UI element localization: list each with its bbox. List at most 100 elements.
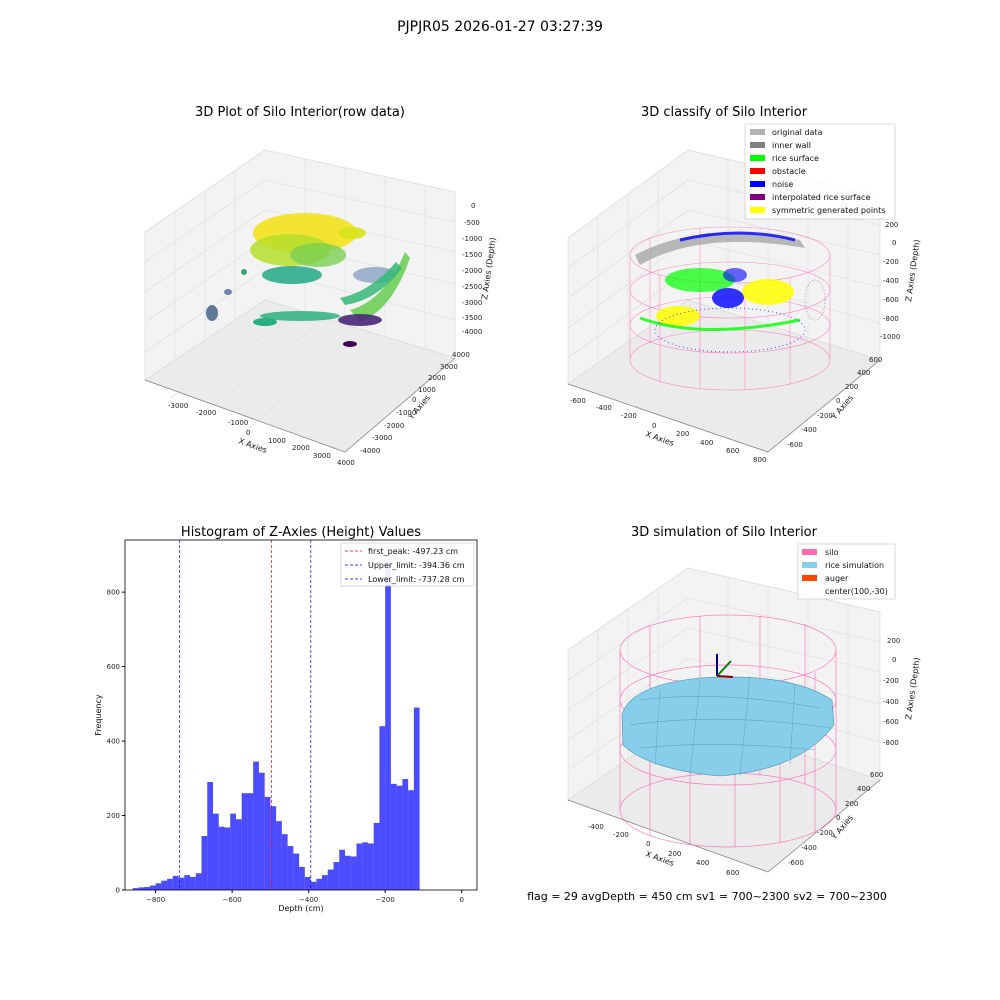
histogram-legend: first_peak: -497.23 cm Upper_limit: -394… [340,542,475,587]
histogram-bar [322,875,328,890]
histogram-y-tick-label: 400 [107,738,120,746]
raw-y-tick: -4000 [360,447,380,455]
raw-x-tick: 1000 [268,437,286,445]
classify-y-tick: -400 [801,426,817,434]
sim-z-tick: -400 [883,698,899,706]
histogram-x-tick-label: −200 [376,896,395,904]
histogram-y-ticks: 0 200 400 600 800 [107,589,125,895]
raw-z-tick: -2000 [462,267,482,275]
histogram-y-label: Frequency [94,694,103,736]
legend-swatch-rice [802,562,817,568]
legend-entry: interpolated rice surface [772,193,870,202]
raw-z-tick: -3000 [462,299,482,307]
histogram-bar [270,806,277,890]
histogram-y-tick-label: 0 [116,887,120,895]
raw-z-ticks: 0 -500 -1000 -1500 -2000 -2500 -3000 -35… [462,202,482,336]
histogram-bar [281,834,288,890]
histogram-bar [172,875,179,890]
legend-entry-lower-limit: Lower_limit: -737.28 cm [368,575,465,584]
legend-swatch-noise [750,181,765,187]
legend-entry: auger [825,574,849,583]
classify-x-tick: -200 [621,412,637,420]
classify-y-tick: 600 [869,356,882,364]
histogram-bar [190,876,196,890]
classify-z-tick: -1000 [880,333,900,341]
classify-x-tick: 0 [652,422,656,430]
histogram-bar [167,878,173,890]
simulation-z-label: Z Axies (Depth) [904,657,922,720]
histogram-bar [253,761,259,890]
sim-x-tick: -200 [613,831,629,839]
classify-z-ticks: 200 0 -200 -400 -600 -800 -1000 [880,221,900,341]
raw-y-tick: 3000 [440,363,458,371]
sim-z-tick: 200 [887,637,900,645]
histogram-y-tick-label: 600 [107,663,120,671]
raw-y-tick: -3000 [372,434,392,442]
raw-y-tick: -1000 [396,409,416,417]
raw-x-tick: 4000 [337,459,355,467]
histogram-bar [327,869,334,890]
histogram-bar [413,707,420,890]
raw-3d-panel: 3D Plot of Silo Interior(row data) [144,105,498,467]
histogram-bar [264,796,271,890]
sim-z-tick: -800 [883,739,899,747]
classify-x-tick: -400 [596,404,612,412]
histogram-y-tick-label: 200 [107,812,120,820]
histogram-bar [241,793,248,890]
sim-y-tick: -200 [817,829,833,837]
histogram-bar [299,866,305,890]
classify-x-tick: 800 [753,456,766,464]
classify-3d-panel: 3D classify of Silo Interior [567,105,922,464]
raw-y-tick: 2000 [428,374,446,382]
histogram-bar [367,843,374,890]
raw-y-tick: -2000 [384,422,404,430]
histogram-bar [178,877,185,890]
sim-x-tick: -400 [588,823,604,831]
classify-x-tick: 400 [700,439,713,447]
raw-z-tick: -3500 [462,314,482,322]
histogram-x-ticks: −800 −600 −400 −200 0 [146,890,464,904]
histogram-bar [333,862,340,890]
histogram-bar [138,887,145,890]
legend-entry: silo [825,548,839,557]
raw-x-tick: 0 [246,429,250,437]
raw-panel-title: 3D Plot of Silo Interior(row data) [195,105,405,120]
legend-swatch-auger [802,575,817,581]
simulation-y-ticks: -600 -400 -200 0 200 400 600 [788,771,883,867]
classify-legend: original data inner wall rice surface ob… [744,123,896,220]
classify-z-label: Z Axies (Depth) [904,239,922,302]
raw-point-cloud [206,213,410,347]
raw-z-tick: -2500 [462,283,482,291]
histogram-bar [224,827,231,890]
histogram-x-tick-label: −800 [146,896,165,904]
legend-entry: obstacle [772,167,806,176]
raw-x-tick: 2000 [292,444,310,452]
classify-y-tick: 200 [845,383,858,391]
sim-x-tick: 0 [646,840,650,848]
histogram-reference-lines [179,540,312,890]
histogram-bar [390,783,397,890]
sim-z-tick: -200 [883,677,899,685]
histogram-bar [350,856,357,890]
sim-y-tick: 600 [870,771,883,779]
figure-title: PJPJR05 2026-01-27 03:27:39 [397,19,603,35]
simulation-3d-panel: 3D simulation of Silo Interior [567,525,922,877]
sim-y-tick: 0 [836,814,840,822]
legend-entry-upper-limit: Upper_limit: -394.36 cm [368,561,465,570]
histogram-bar [293,853,300,890]
histogram-panel: Histogram of Z-Axies (Height) Values −80… [94,525,478,913]
histogram-bar [408,790,414,890]
histogram-bar [304,876,311,890]
classify-x-tick: 600 [726,447,739,455]
classify-y-tick: -200 [817,412,833,420]
sim-y-tick: -600 [788,859,804,867]
histogram-bar [310,881,317,890]
simulation-panel-title: 3D simulation of Silo Interior [631,525,818,540]
raw-x-tick: 3000 [313,452,331,460]
histogram-bar [184,875,191,890]
histogram-bar [144,887,150,890]
histogram-bar [247,793,254,890]
legend-entry: rice simulation [825,561,884,570]
histogram-bars [132,560,420,890]
